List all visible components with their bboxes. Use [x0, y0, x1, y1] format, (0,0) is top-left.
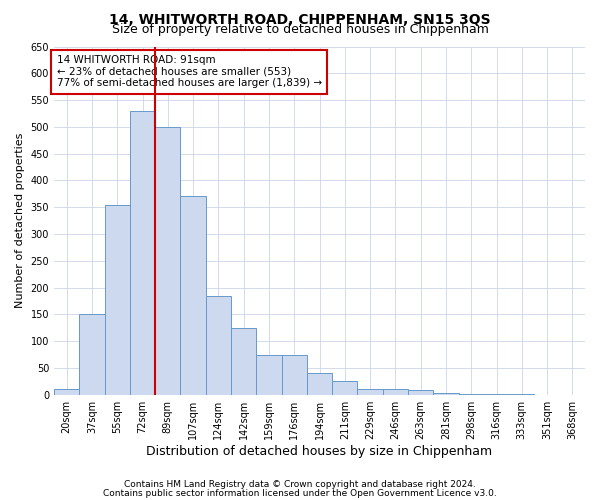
Bar [181, 196, 206, 394]
Bar [332, 382, 358, 394]
Bar [104, 204, 130, 394]
Bar [256, 354, 281, 395]
Text: Size of property relative to detached houses in Chippenham: Size of property relative to detached ho… [112, 22, 488, 36]
Text: 14 WHITWORTH ROAD: 91sqm
← 23% of detached houses are smaller (553)
77% of semi-: 14 WHITWORTH ROAD: 91sqm ← 23% of detach… [56, 55, 322, 88]
Bar [408, 390, 433, 394]
Bar [358, 390, 383, 394]
Bar [155, 127, 181, 394]
Bar [433, 393, 458, 394]
Bar [231, 328, 256, 394]
Text: Contains public sector information licensed under the Open Government Licence v3: Contains public sector information licen… [103, 488, 497, 498]
X-axis label: Distribution of detached houses by size in Chippenham: Distribution of detached houses by size … [146, 444, 493, 458]
Bar [54, 390, 79, 394]
Text: Contains HM Land Registry data © Crown copyright and database right 2024.: Contains HM Land Registry data © Crown c… [124, 480, 476, 489]
Y-axis label: Number of detached properties: Number of detached properties [15, 133, 25, 308]
Bar [307, 374, 332, 394]
Bar [206, 296, 231, 394]
Bar [281, 354, 307, 395]
Text: 14, WHITWORTH ROAD, CHIPPENHAM, SN15 3QS: 14, WHITWORTH ROAD, CHIPPENHAM, SN15 3QS [109, 12, 491, 26]
Bar [79, 314, 104, 394]
Bar [383, 390, 408, 394]
Bar [130, 111, 155, 395]
